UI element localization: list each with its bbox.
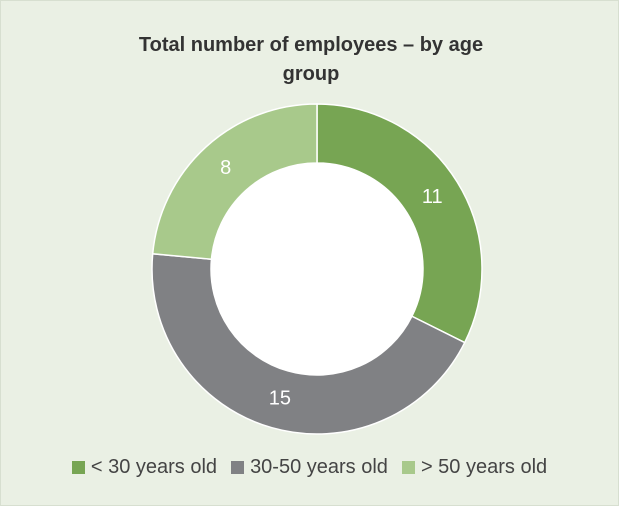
data-label: 15 [269,388,291,410]
legend-item: < 30 years old [71,456,218,479]
donut-segment [151,103,318,261]
chart-title: Total number of employees – by age group [138,34,484,85]
data-label: 11 [422,186,443,208]
legend-label: > 50 years old [420,456,548,478]
legend-swatch [231,461,245,474]
legend-item: > 50 years old [401,456,548,479]
donut-hole [211,163,423,375]
legend-swatch [401,461,415,474]
data-label: 8 [220,157,231,179]
legend-item: 30-50 years old [231,456,388,479]
legend-swatch [71,461,85,474]
legend-label: 30-50 years old [250,456,388,478]
legend: < 30 years old 30-50 years old > 50 years … [1,456,618,479]
legend-label: < 30 years old [90,456,218,478]
